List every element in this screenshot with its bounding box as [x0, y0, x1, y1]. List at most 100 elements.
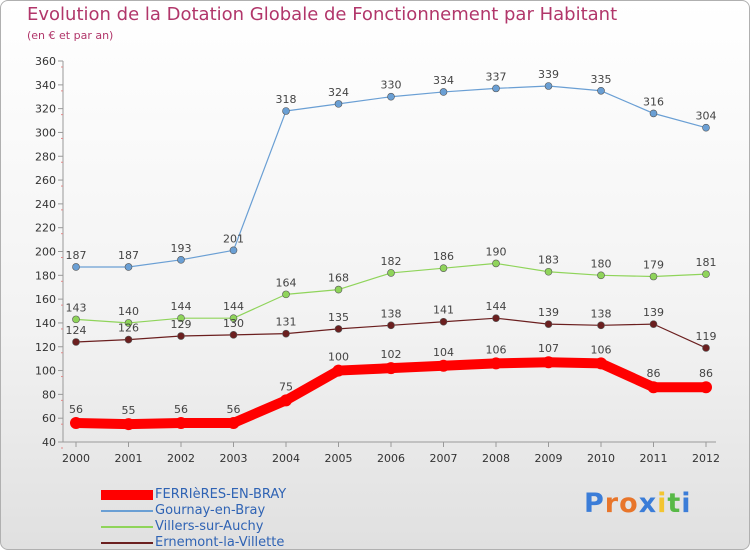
- data-point: [597, 271, 605, 280]
- y-tick-label: 320: [35, 103, 56, 116]
- y-tick-label: 280: [35, 150, 56, 163]
- data-point: [72, 315, 80, 324]
- data-label: 179: [643, 259, 664, 272]
- data-point: [702, 123, 710, 132]
- data-label: 100: [328, 351, 349, 364]
- legend-label: Villers-sur-Auchy: [155, 519, 264, 534]
- data-point: [70, 416, 82, 429]
- y-tick-label: 60: [42, 412, 56, 425]
- data-point: [544, 267, 553, 276]
- y-tick-label: 220: [35, 222, 56, 235]
- data-point: [492, 314, 500, 322]
- x-tick-label: 2006: [377, 452, 405, 465]
- data-label: 106: [591, 343, 612, 356]
- data-point: [282, 107, 290, 115]
- data-label: 55: [122, 404, 136, 417]
- x-tick-label: 2001: [115, 452, 143, 465]
- y-tick-label: 240: [35, 198, 56, 211]
- data-label: 129: [171, 318, 192, 331]
- logo-letter: o: [619, 488, 639, 519]
- data-label: 139: [538, 306, 559, 319]
- data-point: [72, 263, 80, 271]
- data-label: 126: [118, 322, 139, 335]
- data-label: 138: [591, 307, 612, 320]
- data-point: [597, 321, 605, 330]
- y-tick-label: 140: [35, 317, 56, 330]
- data-label: 141: [433, 304, 454, 317]
- data-point: [385, 362, 397, 375]
- chart-title: Evolution de la Dotation Globale de Fonc…: [27, 4, 618, 25]
- x-tick-label: 2008: [482, 452, 510, 465]
- logo-letter: t: [667, 488, 682, 519]
- data-label: 56: [174, 403, 188, 416]
- data-label: 181: [696, 256, 717, 269]
- x-tick-label: 2005: [325, 452, 353, 465]
- legend-swatch: [101, 542, 153, 544]
- data-point: [124, 319, 133, 327]
- y-tick-label: 100: [35, 365, 56, 378]
- data-point: [387, 269, 395, 277]
- data-point: [282, 290, 290, 299]
- x-tick-label: 2012: [692, 452, 720, 465]
- x-tick-label: 2004: [272, 452, 300, 465]
- data-label: 187: [118, 249, 139, 262]
- y-tick-label: 80: [42, 388, 56, 401]
- data-point: [702, 270, 710, 278]
- data-point: [490, 357, 502, 370]
- data-label: 138: [381, 307, 402, 320]
- x-tick-label: 2010: [587, 452, 615, 465]
- data-point: [72, 338, 80, 346]
- y-tick-label: 360: [35, 55, 56, 68]
- legend-label: Ernemont-la-Villette: [155, 535, 285, 550]
- data-label: 335: [591, 73, 612, 86]
- data-point: [229, 331, 238, 339]
- y-tick-label: 200: [35, 246, 56, 259]
- data-point: [387, 321, 395, 330]
- data-label: 183: [538, 254, 559, 267]
- data-label: 193: [171, 242, 192, 255]
- y-tick-label: 160: [35, 293, 56, 306]
- data-label: 339: [538, 68, 559, 81]
- data-label: 164: [276, 276, 297, 289]
- y-tick-label: 120: [35, 341, 56, 354]
- y-tick-label: 300: [35, 126, 56, 139]
- data-label: 143: [66, 301, 87, 314]
- logo-letter: r: [604, 488, 620, 519]
- data-label: 102: [381, 348, 402, 361]
- series-line: [76, 85, 707, 268]
- logo-letter: P: [584, 488, 605, 519]
- data-label: 187: [66, 249, 87, 262]
- data-point: [387, 92, 395, 101]
- data-label: 316: [643, 95, 664, 108]
- data-label: 140: [118, 305, 139, 318]
- data-point: [229, 314, 238, 322]
- data-point: [542, 356, 555, 369]
- data-point: [177, 256, 185, 264]
- legend-label: FERRIèRES-EN-BRAY: [155, 487, 287, 502]
- legend-label: Gournay-en-Bray: [155, 503, 266, 518]
- data-label: 186: [433, 250, 454, 263]
- data-label: 168: [328, 272, 349, 285]
- data-label: 324: [328, 86, 349, 99]
- chart-subtitle: (en € et par an): [27, 29, 114, 42]
- data-point: [492, 259, 500, 268]
- data-point: [597, 86, 605, 95]
- data-label: 86: [699, 367, 713, 380]
- data-point: [280, 394, 292, 407]
- proxiti-logo: Proxiti: [584, 488, 692, 519]
- data-label: 337: [486, 70, 507, 83]
- y-tick-label: 340: [35, 79, 56, 92]
- data-point: [544, 82, 553, 90]
- y-tick-label: 40: [42, 436, 56, 449]
- data-point: [647, 381, 660, 394]
- data-label: 106: [486, 343, 507, 356]
- data-label: 56: [69, 403, 83, 416]
- x-tick-label: 2011: [640, 452, 668, 465]
- data-label: 330: [381, 79, 402, 92]
- data-point: [702, 344, 710, 352]
- data-label: 144: [223, 300, 244, 313]
- data-point: [700, 381, 712, 394]
- data-point: [492, 84, 500, 93]
- data-label: 304: [696, 110, 717, 123]
